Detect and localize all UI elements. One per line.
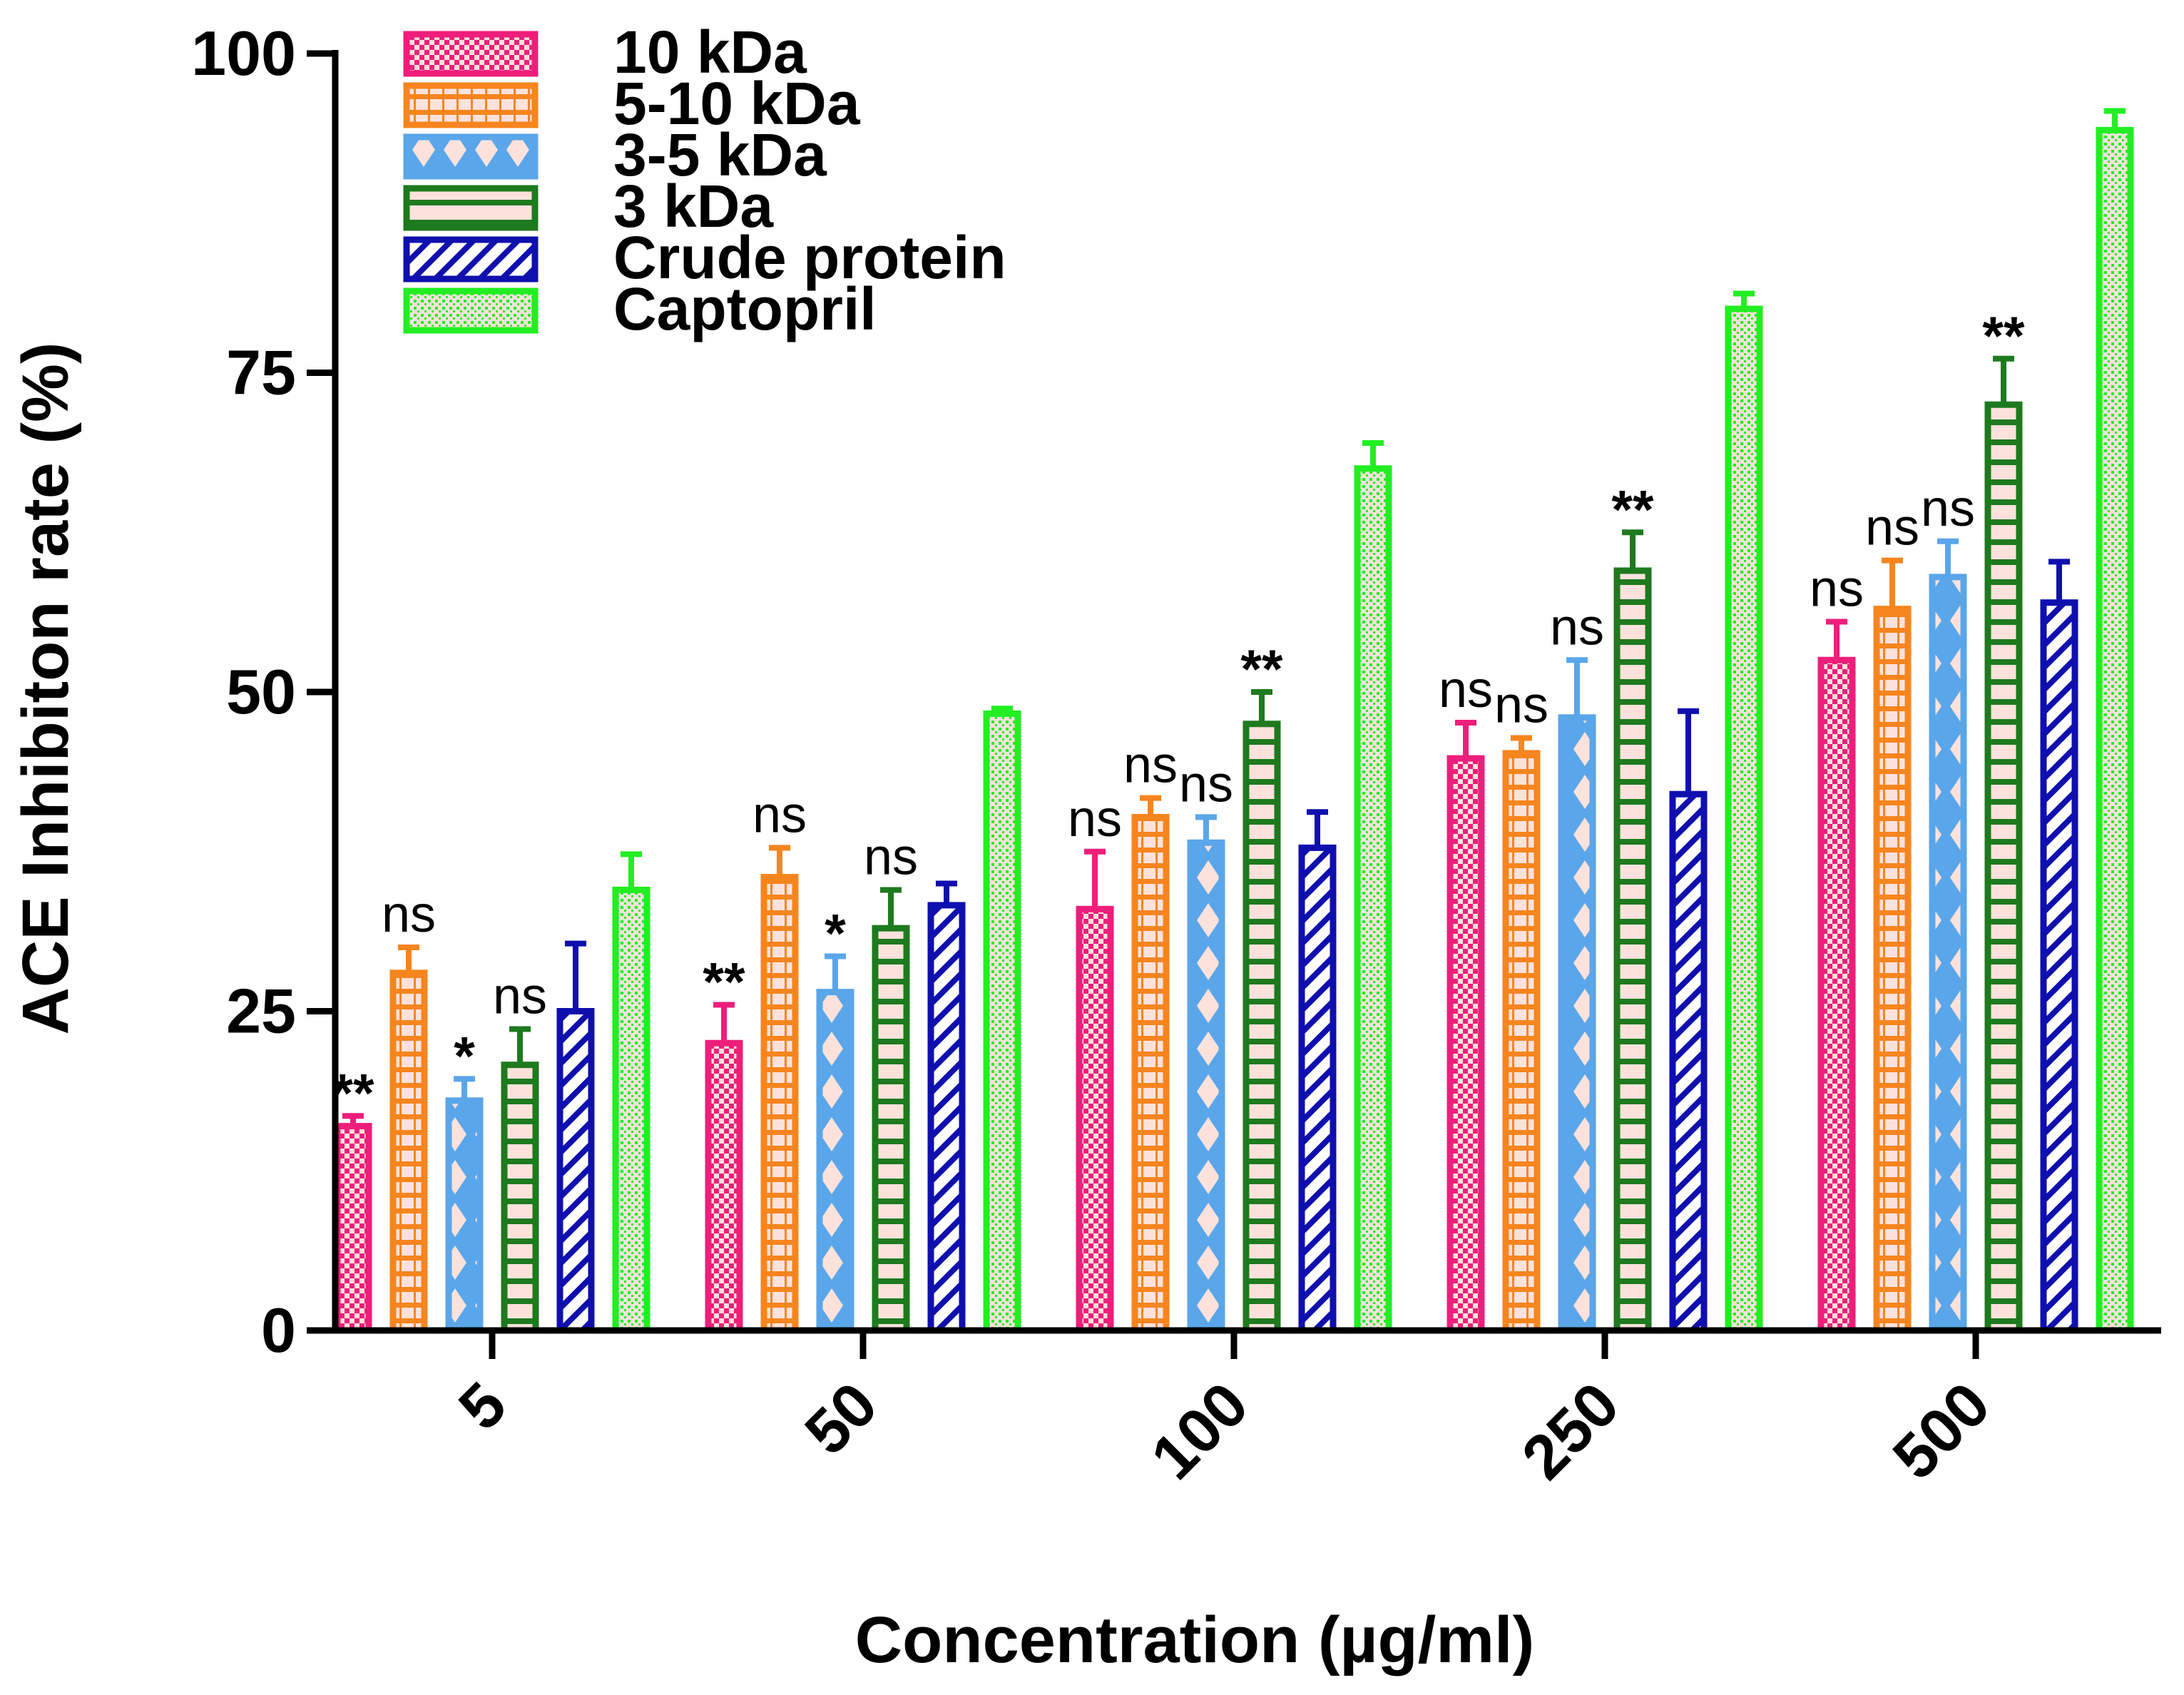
y-tick-label: 50	[226, 656, 296, 727]
y-tick-label: 0	[261, 1295, 296, 1365]
significance-label: ns	[1865, 499, 1919, 556]
x-tick-label: 500	[1879, 1368, 2004, 1492]
bar-captopril-250	[1725, 305, 1763, 1334]
significance-label: ns	[1810, 561, 1864, 618]
significance-label: *	[454, 1026, 475, 1086]
significance-label: ns	[382, 886, 436, 943]
y-tick-label: 75	[226, 337, 296, 408]
legend-swatch	[403, 133, 539, 180]
significance-label: ns	[752, 786, 807, 843]
significance-label: ns	[1123, 737, 1178, 794]
legend-swatch	[403, 82, 539, 128]
bar-3-kda-250	[1613, 567, 1652, 1334]
bar-10-kda-50	[705, 1039, 743, 1334]
significance-label: **	[703, 952, 745, 1013]
bar-5-10-kda-50	[760, 874, 799, 1334]
bar-3-kda-50	[872, 925, 910, 1334]
bar-10-kda-100	[1076, 905, 1114, 1334]
bar-3-5-kda-50	[816, 989, 854, 1334]
bar-3-kda-5	[501, 1062, 539, 1334]
y-tick-label: 100	[191, 18, 296, 88]
legend-label: 5-10 kDa	[613, 70, 861, 137]
legend-swatch	[403, 287, 539, 334]
bar-crude-protein-500	[2040, 599, 2078, 1334]
x-axis-title: Concentration (µg/ml)	[855, 1604, 1535, 1676]
significance-label: **	[1611, 479, 1654, 540]
significance-label: ns	[1179, 755, 1233, 813]
bar-crude-protein-250	[1669, 790, 1708, 1334]
significance-label: ns	[1068, 790, 1122, 848]
y-axis-title: ACE Inhibiton rate (%)	[9, 342, 82, 1034]
bar-10-kda-250	[1446, 755, 1485, 1334]
significance-label: ns	[1494, 676, 1548, 733]
significance-label: ns	[1439, 661, 1493, 718]
significance-label: ns	[1550, 599, 1604, 656]
legend-swatch	[403, 236, 539, 282]
bar-5-10-kda-250	[1502, 750, 1541, 1334]
bar-captopril-5	[612, 886, 650, 1334]
bar-5-10-kda-5	[389, 969, 428, 1334]
significance-label: ns	[864, 828, 918, 885]
legend-label: 10 kDa	[613, 19, 807, 86]
legend-label: 3-5 kDa	[613, 121, 827, 188]
bar-3-5-kda-100	[1187, 839, 1225, 1334]
x-tick-label: 250	[1509, 1368, 1633, 1492]
bar-3-kda-500	[1984, 401, 2023, 1334]
bar-crude-protein-50	[927, 902, 966, 1334]
bar-5-10-kda-100	[1131, 813, 1170, 1334]
legend-label: 3 kDa	[613, 173, 774, 240]
legend-label: Captopril	[613, 275, 877, 342]
significance-label: **	[1240, 639, 1283, 700]
bar-10-kda-5	[334, 1123, 372, 1334]
significance-label: **	[332, 1063, 374, 1124]
legend-swatch	[403, 185, 539, 231]
legend-label: Crude protein	[613, 224, 1006, 291]
bar-captopril-100	[1354, 465, 1392, 1334]
significance-label: **	[1982, 306, 2025, 367]
bar-10-kda-500	[1817, 656, 1856, 1334]
significance-label: ns	[1921, 480, 1975, 537]
bar-3-5-kda-500	[1929, 574, 1967, 1334]
bar-crude-protein-5	[556, 1008, 595, 1334]
significance-label: *	[825, 904, 846, 964]
x-tick-label: 5	[445, 1368, 520, 1443]
legend-swatch	[403, 31, 539, 77]
x-tick-label: 100	[1138, 1368, 1262, 1492]
y-tick-label: 25	[226, 976, 296, 1047]
bar-crude-protein-100	[1298, 844, 1337, 1334]
bar-5-10-kda-500	[1873, 606, 1912, 1334]
bar-3-5-kda-5	[445, 1097, 484, 1334]
bar-3-kda-100	[1242, 721, 1281, 1334]
x-tick-label: 50	[791, 1368, 890, 1467]
bar-captopril-500	[2096, 126, 2134, 1334]
bar-captopril-50	[983, 710, 1021, 1334]
bar-3-5-kda-250	[1558, 714, 1596, 1334]
significance-label: ns	[493, 968, 547, 1025]
